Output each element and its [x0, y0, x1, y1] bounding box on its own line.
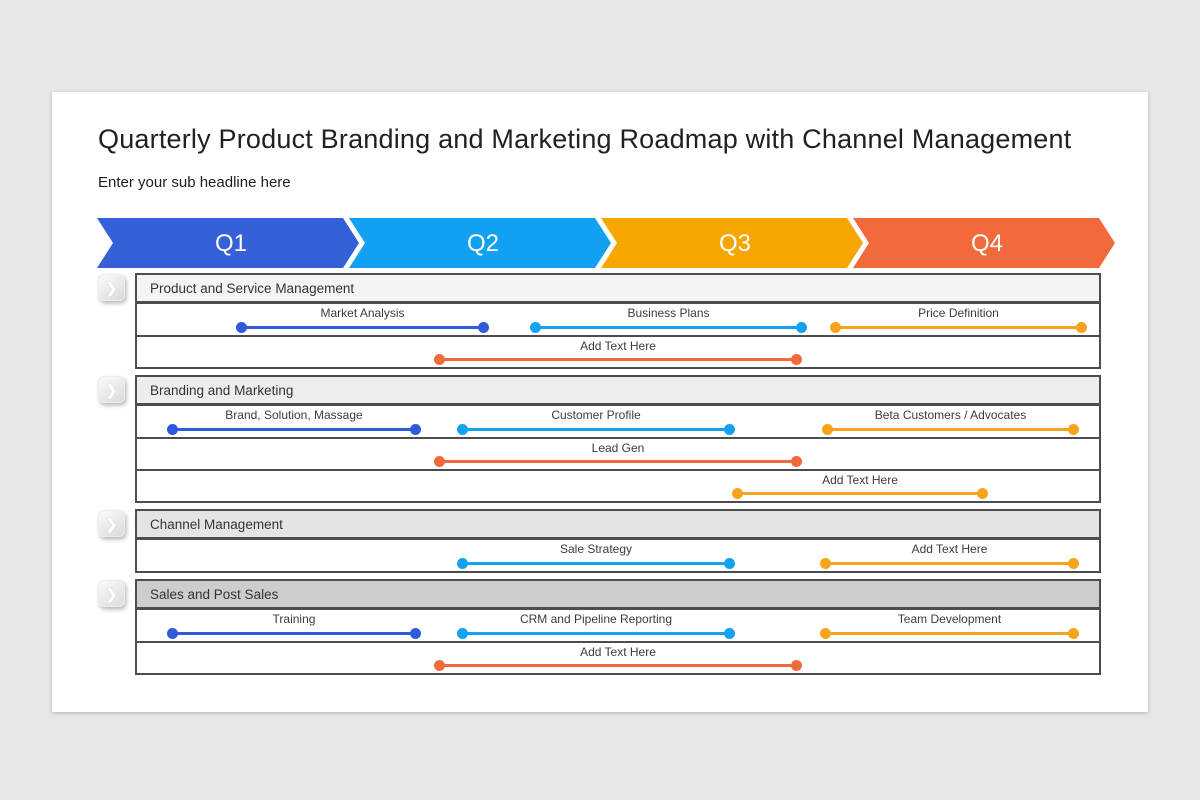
section-title: Channel Management: [150, 517, 283, 532]
timeline-bar: Add Text Here: [434, 643, 802, 673]
timeline-bar: Customer Profile: [457, 406, 735, 437]
timeline-bar: Team Development: [820, 610, 1079, 641]
timeline-row: Lead Gen: [137, 437, 1099, 469]
quarter-arrow-band: Q1 Q2 Q3 Q4: [97, 218, 1115, 268]
timeline-row: Add Text Here: [137, 641, 1099, 673]
timeline-bar-line: [820, 628, 1079, 639]
timeline-bar: Beta Customers / Advocates: [822, 406, 1079, 437]
quarter-arrow-q3: [601, 218, 863, 268]
timeline-bar-label: Team Development: [897, 612, 1002, 626]
section-marker: ❯: [98, 580, 125, 607]
quarter-arrow-q4: [853, 218, 1115, 268]
section-marker: ❯: [98, 274, 125, 301]
slide-canvas: Quarterly Product Branding and Marketing…: [52, 92, 1148, 712]
quarter-label-q1: Q1: [215, 230, 247, 257]
timeline-row: Training CRM and Pipeline Reporting Team D…: [137, 609, 1099, 641]
roadmap-section: ❯ Product and Service Management Market An…: [98, 273, 1101, 369]
timeline-bar-label: Business Plans: [627, 306, 710, 320]
roadmap-section: ❯ Channel Management Sale Strategy Add Text…: [98, 509, 1101, 573]
section-marker: ❯: [98, 376, 125, 403]
timeline-bar: Add Text Here: [820, 540, 1079, 571]
timeline-bar-line: [830, 322, 1087, 333]
timeline-bar-line: [167, 424, 421, 435]
timeline-bar-label: Price Definition: [918, 306, 999, 320]
slide-title: Quarterly Product Branding and Marketing…: [98, 124, 1072, 154]
timeline-bar-line: [434, 456, 802, 467]
quarter-label-q2: Q2: [467, 230, 499, 257]
timeline-row: Brand, Solution, Massage Customer Profile…: [137, 405, 1099, 437]
section-rows: Brand, Solution, Massage Customer Profile…: [135, 405, 1101, 503]
section-rows: Market Analysis Business Plans Price Defin…: [135, 303, 1101, 369]
timeline-bar-line: [434, 354, 802, 365]
timeline-bar-line: [457, 628, 735, 639]
timeline-bar: CRM and Pipeline Reporting: [457, 610, 735, 641]
timeline-bar: Sale Strategy: [457, 540, 735, 571]
roadmap-sections: ❯ Product and Service Management Market An…: [98, 273, 1101, 681]
section-title: Branding and Marketing: [150, 383, 294, 398]
timeline-bar-line: [457, 558, 735, 569]
timeline-bar-label: Add Text Here: [822, 473, 898, 487]
section-title: Sales and Post Sales: [150, 587, 279, 602]
quarter-arrow-q1: [97, 218, 359, 268]
roadmap-section: ❯ Branding and Marketing Brand, Solution, …: [98, 375, 1101, 503]
timeline-row: Market Analysis Business Plans Price Defin…: [137, 303, 1099, 335]
slide-subtitle: Enter your sub headline here: [98, 174, 291, 191]
timeline-bar: Business Plans: [530, 304, 807, 335]
section-header: Branding and Marketing: [135, 375, 1101, 405]
section-rows: Sale Strategy Add Text Here: [135, 539, 1101, 573]
quarter-label-q4: Q4: [971, 230, 1003, 257]
quarter-label-q3: Q3: [719, 230, 751, 257]
section-marker: ❯: [98, 510, 125, 537]
timeline-bar-line: [167, 628, 421, 639]
timeline-bar-line: [820, 558, 1079, 569]
section-header: Sales and Post Sales: [135, 579, 1101, 609]
timeline-row: Sale Strategy Add Text Here: [137, 539, 1099, 571]
timeline-bar: Add Text Here: [732, 471, 988, 501]
timeline-bar-line: [434, 660, 802, 671]
timeline-bar: Brand, Solution, Massage: [167, 406, 421, 437]
timeline-bar-line: [457, 424, 735, 435]
quarter-arrow-q2: [349, 218, 611, 268]
roadmap-section: ❯ Sales and Post Sales Training CRM and Pip…: [98, 579, 1101, 675]
timeline-bar-label: Beta Customers / Advocates: [874, 408, 1027, 422]
timeline-bar-label: Customer Profile: [551, 408, 641, 422]
section-title: Product and Service Management: [150, 281, 355, 296]
chevron-right-icon: ❯: [105, 515, 118, 532]
timeline-bar-label: Training: [272, 612, 316, 626]
timeline-row: Add Text Here: [137, 469, 1099, 501]
section-header: Product and Service Management: [135, 273, 1101, 303]
timeline-bar-label: Brand, Solution, Massage: [225, 408, 363, 422]
timeline-bar-label: Lead Gen: [591, 441, 645, 455]
chevron-right-icon: ❯: [105, 585, 118, 602]
section-header: Channel Management: [135, 509, 1101, 539]
timeline-row: Add Text Here: [137, 335, 1099, 367]
timeline-bar-label: Market Analysis: [320, 306, 405, 320]
timeline-bar-label: CRM and Pipeline Reporting: [519, 612, 673, 626]
timeline-bar-line: [530, 322, 807, 333]
section-rows: Training CRM and Pipeline Reporting Team D…: [135, 609, 1101, 675]
timeline-bar-line: [822, 424, 1079, 435]
timeline-bar-line: [732, 488, 988, 499]
timeline-bar-label: Add Text Here: [911, 542, 988, 556]
chevron-right-icon: ❯: [105, 279, 118, 296]
timeline-bar: Training: [167, 610, 421, 641]
timeline-bar-label: Sale Strategy: [559, 542, 633, 556]
timeline-bar-label: Add Text Here: [580, 339, 656, 353]
timeline-bar-label: Add Text Here: [580, 645, 656, 659]
chevron-right-icon: ❯: [105, 381, 118, 398]
timeline-bar: Add Text Here: [434, 337, 802, 367]
timeline-bar-line: [236, 322, 489, 333]
timeline-bar: Lead Gen: [434, 439, 802, 469]
timeline-bar: Market Analysis: [236, 304, 489, 335]
timeline-bar: Price Definition: [830, 304, 1087, 335]
